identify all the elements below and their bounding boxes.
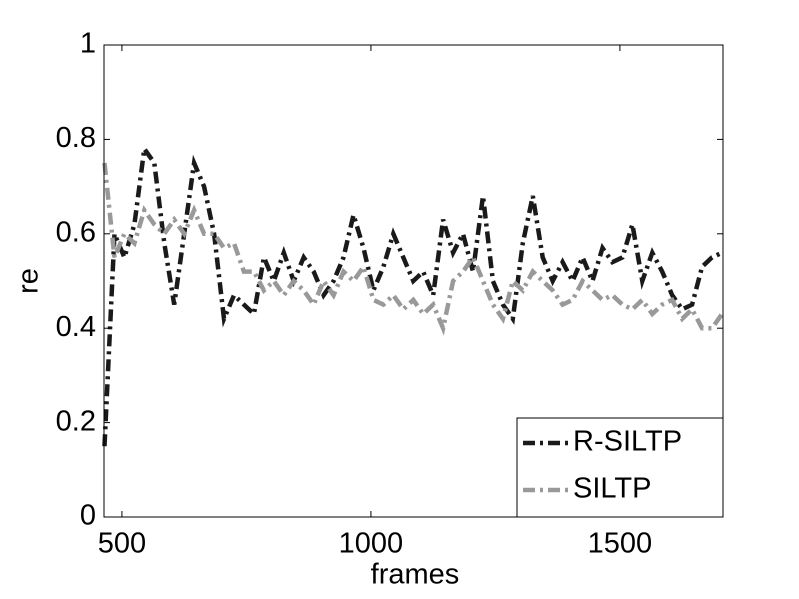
legend: R-SILTP SILTP [516,417,724,518]
legend-label: R-SILTP [573,426,682,458]
y-tick-label: 1 [80,28,96,60]
x-tick-label: 1000 [339,528,404,560]
y-tick-label: 0.2 [56,405,96,437]
y-tick-label: 0.6 [56,216,96,248]
y-tick-label: 0.4 [56,311,96,343]
legend-box [516,417,724,518]
series-line [102,142,723,447]
y-tick-label: 0 [80,500,96,532]
y-axis-label: re [13,268,45,294]
y-tick-label: 0.8 [56,122,96,154]
plot-frame [103,44,724,518]
legend-label: SILTP [573,473,651,505]
x-tick-label: 500 [98,528,146,560]
series-line [102,162,724,336]
x-axis-label: frames [371,559,460,591]
x-tick-label: 1500 [588,528,653,560]
